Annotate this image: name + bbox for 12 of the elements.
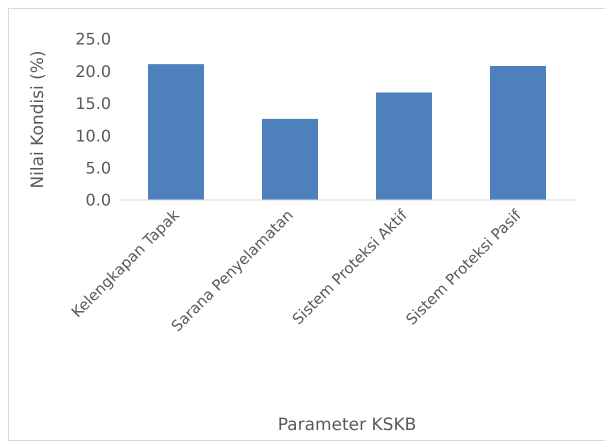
y-tick-label: 0.0 (86, 190, 111, 210)
bar (262, 118, 318, 200)
y-axis-title: Nilai Kondisi (%) (28, 50, 48, 189)
y-tick-label: 20.0 (75, 62, 111, 81)
bar (148, 64, 204, 200)
y-tick-label: 10.0 (75, 126, 111, 146)
bar (490, 66, 546, 200)
y-tick-label: 15.0 (75, 94, 111, 114)
bar (376, 92, 432, 200)
y-tick-label: 25.0 (75, 30, 111, 49)
x-axis-title: Parameter KSKB (278, 415, 416, 435)
y-tick-label: 5.0 (86, 158, 111, 178)
